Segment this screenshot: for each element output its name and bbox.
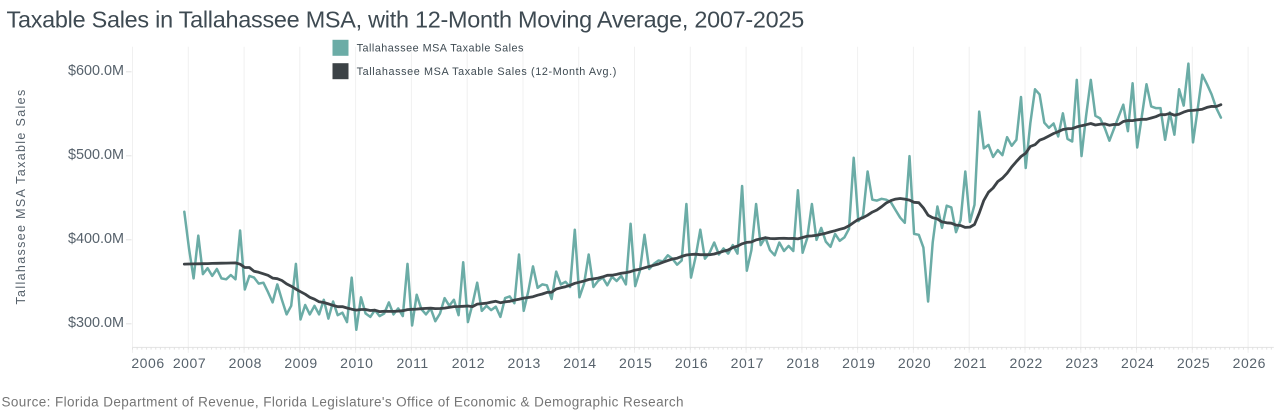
svg-text:2015: 2015 [619,355,652,371]
svg-text:2025: 2025 [1177,355,1210,371]
svg-text:2007: 2007 [173,355,206,371]
svg-text:2017: 2017 [731,355,764,371]
svg-text:2008: 2008 [229,355,262,371]
svg-text:2018: 2018 [786,355,819,371]
svg-text:2009: 2009 [284,355,317,371]
svg-text:2023: 2023 [1065,355,1098,371]
svg-text:2016: 2016 [675,355,708,371]
svg-text:2014: 2014 [563,355,596,371]
svg-text:2011: 2011 [396,355,428,371]
svg-text:2006: 2006 [131,355,164,371]
svg-text:$500.0M: $500.0M [68,147,124,163]
svg-text:2012: 2012 [452,355,485,371]
svg-text:Taxable Sales in Tallahassee M: Taxable Sales in Tallahassee MSA, with 1… [7,6,805,32]
svg-text:2010: 2010 [340,355,373,371]
svg-text:2024: 2024 [1121,355,1154,371]
svg-text:$600.0M: $600.0M [68,63,124,79]
svg-text:Source: Florida Department of: Source: Florida Department of Revenue, F… [2,395,684,410]
svg-text:2026: 2026 [1233,355,1266,371]
svg-text:2021: 2021 [954,355,987,371]
svg-text:Tallahassee MSA Taxable Sales: Tallahassee MSA Taxable Sales [14,88,28,304]
svg-text:2020: 2020 [898,355,931,371]
svg-text:2022: 2022 [1010,355,1043,371]
svg-text:2019: 2019 [842,355,875,371]
svg-text:$400.0M: $400.0M [68,231,124,247]
svg-text:Tallahassee MSA Taxable Sales: Tallahassee MSA Taxable Sales (12-Month … [357,66,617,78]
svg-text:2013: 2013 [508,355,541,371]
svg-text:Tallahassee MSA Taxable Sales: Tallahassee MSA Taxable Sales [357,43,524,55]
svg-text:$300.0M: $300.0M [68,315,124,331]
